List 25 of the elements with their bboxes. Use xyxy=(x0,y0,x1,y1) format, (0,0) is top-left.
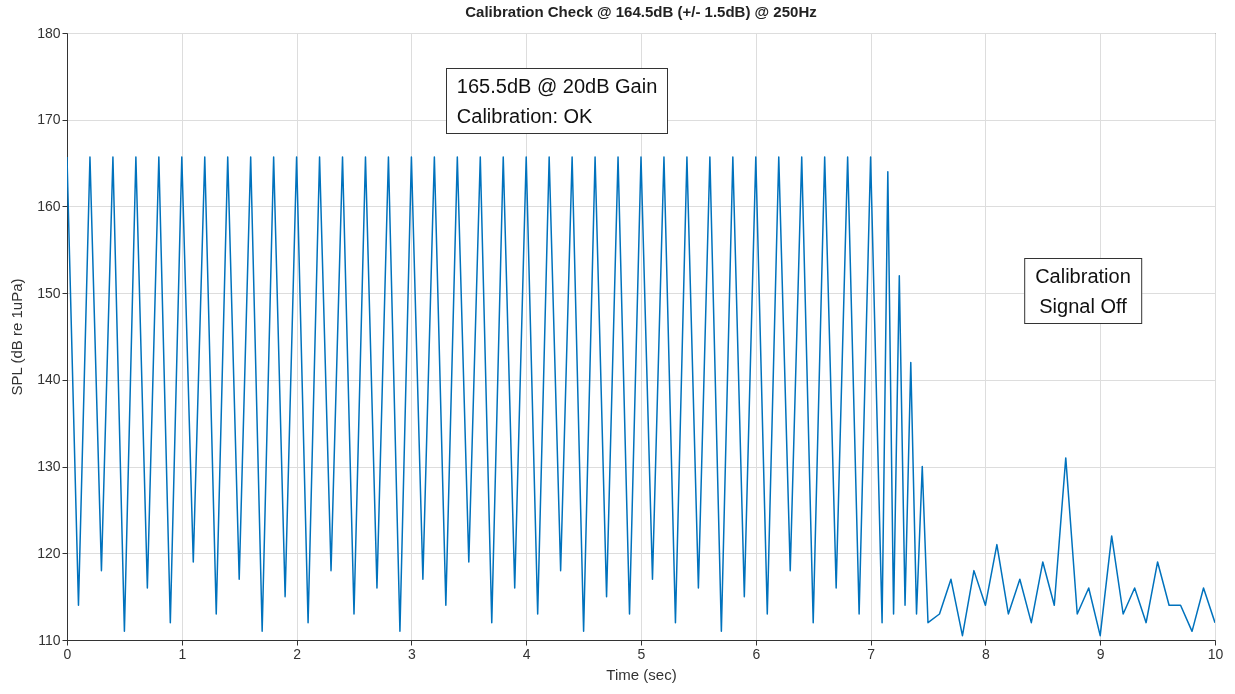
x-tick-label: 4 xyxy=(522,645,531,662)
y-tick-label: 180 xyxy=(37,24,61,41)
y-tick-label: 160 xyxy=(37,197,61,214)
x-tick-label: 8 xyxy=(982,645,990,662)
line-series xyxy=(67,156,1215,637)
y-axis-title: SPL (dB re 1uPa) xyxy=(8,278,26,396)
x-tick-label: 5 xyxy=(637,645,646,662)
chart-title: Calibration Check @ 164.5dB (+/- 1.5dB) @ 250Hz xyxy=(465,3,817,20)
x-tick-label: 10 xyxy=(1207,645,1224,662)
x-tick-label: 9 xyxy=(1096,645,1105,662)
y-tick-label: 150 xyxy=(37,284,61,301)
annotation: 165.5dB @ 20dB Gain Calibration: OK xyxy=(445,67,669,134)
x-tick-label: 0 xyxy=(63,645,72,662)
x-tick-label: 1 xyxy=(178,645,187,662)
x-tick-label: 3 xyxy=(408,645,416,662)
x-tick-label: 7 xyxy=(867,645,876,662)
x-axis-title: Time (sec) xyxy=(606,665,677,683)
y-tick-label: 170 xyxy=(37,111,61,128)
y-tick-label: 140 xyxy=(37,371,61,388)
y-tick-label: 120 xyxy=(37,544,61,561)
x-tick-label: 2 xyxy=(293,645,302,662)
y-tick-label: 110 xyxy=(38,631,61,648)
x-tick-label: 6 xyxy=(752,645,761,662)
y-tick-label: 130 xyxy=(37,458,61,475)
annotation: Calibration Signal Off xyxy=(1024,258,1142,325)
